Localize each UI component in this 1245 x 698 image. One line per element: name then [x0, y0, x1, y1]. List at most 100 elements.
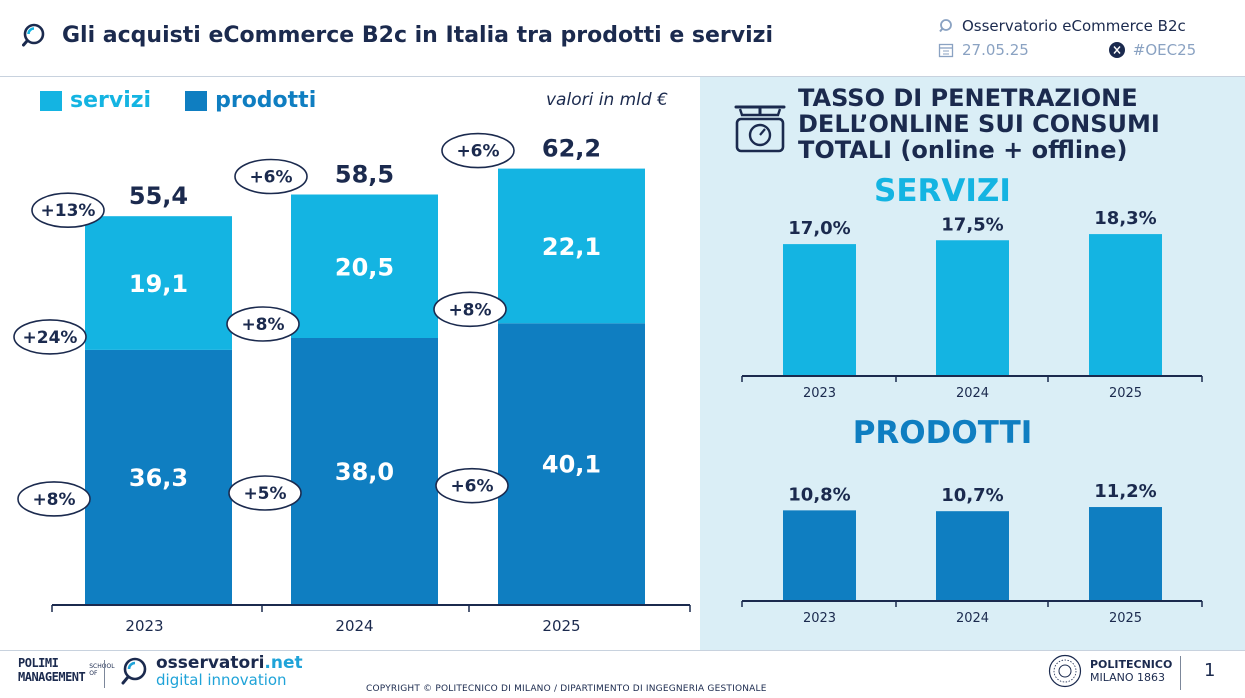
growth-servizi-2024-shape — [226, 306, 300, 342]
copyright: COPYRIGHT © POLITECNICO DI MILANO / DIPA… — [366, 684, 767, 694]
label-total-2024: 58,5 — [335, 161, 394, 189]
calendar-icon — [938, 43, 954, 58]
growth-total-2024-shape — [234, 158, 308, 195]
scale-icon — [734, 105, 786, 153]
growth-servizi-2023-label: +24% — [23, 328, 78, 348]
growth-total-2024-label: +6% — [249, 168, 292, 188]
bar-prodotti-2024 — [291, 338, 438, 604]
chart-legend: servizi prodotti — [40, 88, 316, 113]
label-total-2025: 62,2 — [542, 135, 601, 163]
label-prodotti-2023: 10,8% — [788, 484, 850, 505]
legend-label-servizi: servizi — [70, 88, 152, 113]
tick-prodotti-2025: 2025 — [1109, 611, 1142, 626]
oss-name: osservatori — [156, 653, 265, 673]
legend-swatch-servizi — [40, 90, 62, 111]
footer-separator-right — [1180, 656, 1181, 690]
label-prodotti-2025: 11,2% — [1094, 481, 1156, 502]
page-number: 1 — [1204, 660, 1216, 681]
growth-servizi-2023: +24% — [13, 319, 87, 355]
growth-prodotti-2024-label: +5% — [243, 484, 286, 504]
header-meta: Osservatorio eCommerce B2c 27.05.25 #OEC… — [938, 14, 1196, 62]
polimi-line2: MANAGEMENT — [18, 670, 86, 684]
legend-swatch-prodotti — [185, 90, 208, 111]
growth-total-2025: +6% — [441, 132, 515, 169]
growth-total-2025-label: +6% — [456, 142, 499, 162]
magnifier-icon — [939, 19, 952, 33]
x-logo-icon — [1108, 42, 1125, 58]
prodotti-section-title: PRODOTTI — [852, 415, 1033, 451]
servizi-section-title: SERVIZI — [874, 173, 1011, 209]
penetration-bar-charts: 17,0% 2023 17,5% 2024 18,3% 2025 10,8% 2023 10,7… — [741, 208, 1203, 626]
label-prodotti-2025: 40,1 — [542, 451, 601, 479]
uni-name: POLITECNICO — [1090, 658, 1173, 671]
growth-servizi-2025-label: +8% — [448, 300, 491, 320]
x-tick-label-2025: 2025 — [542, 617, 580, 635]
growth-prodotti-2025-label: +6% — [450, 477, 493, 497]
bar-servizi-2025 — [1089, 234, 1162, 375]
tick-servizi-2023: 2023 — [803, 386, 836, 401]
growth-prodotti-2024-shape — [228, 475, 302, 511]
polimi-small: SCHOOL OF — [89, 663, 115, 677]
x-tick-label-2024: 2024 — [335, 617, 373, 635]
growth-prodotti-2024: +5% — [228, 475, 302, 511]
legend-item-prodotti: prodotti — [185, 88, 316, 113]
growth-servizi-2023-shape — [13, 319, 87, 355]
growth-servizi-2025-shape — [433, 291, 507, 328]
unit-note: valori in mld € — [546, 90, 668, 110]
label-servizi-2024: 17,5% — [941, 214, 1003, 235]
magnifier-logo-icon — [22, 23, 45, 47]
osservatori-magnifier-icon — [121, 657, 147, 685]
bar-prodotti-2025 — [498, 323, 645, 604]
header-divider — [0, 76, 1245, 77]
label-servizi-2025: 18,3% — [1094, 208, 1156, 229]
page-title: Gli acquisti eCommerce B2c in Italia tra… — [62, 22, 773, 48]
stacked-bar-chart: 36,3 19,1 55,4 2023 +13% +24% +8% 38,0 20,5 58,5 2… — [13, 132, 691, 635]
politecnico-seal-icon — [1048, 654, 1082, 688]
bar-servizi-2025 — [498, 168, 645, 324]
bar-servizi-2024 — [291, 194, 438, 338]
label-servizi-2023: 19,1 — [129, 270, 188, 298]
legend-label-prodotti: prodotti — [215, 88, 317, 113]
legend-item-servizi: servizi — [40, 88, 151, 113]
tick-servizi-2025: 2025 — [1109, 386, 1142, 401]
polimi-line1: POLIMI — [18, 656, 59, 670]
footer-divider — [0, 650, 1245, 651]
header: Gli acquisti eCommerce B2c in Italia tra… — [22, 22, 773, 48]
growth-total-2023: +13% — [31, 192, 105, 228]
label-prodotti-2023: 36,3 — [129, 464, 188, 492]
bar-servizi-2024 — [936, 240, 1009, 375]
bar-servizi-2023 — [783, 244, 856, 375]
footer-separator — [104, 660, 105, 688]
bar-servizi-2023 — [85, 216, 232, 350]
uni-city: MILANO 1863 — [1090, 671, 1166, 684]
growth-servizi-2025: +8% — [433, 291, 507, 328]
tick-prodotti-2023: 2023 — [803, 611, 836, 626]
growth-prodotti-2023: +8% — [17, 481, 91, 517]
panel-title: TASSO DI PENETRAZIONE DELL’ONLINE SUI CO… — [798, 84, 1160, 164]
growth-prodotti-2025: +6% — [435, 467, 509, 504]
label-prodotti-2024: 10,7% — [941, 485, 1003, 506]
oss-subtitle: digital innovation — [156, 671, 287, 689]
tick-servizi-2024: 2024 — [956, 386, 989, 401]
growth-total-2023-shape — [31, 192, 105, 228]
growth-total-2025-shape — [441, 132, 515, 169]
x-tick-label-2023: 2023 — [125, 617, 163, 635]
osservatori-logo: osservatori.net digital innovation — [120, 654, 303, 688]
growth-prodotti-2023-label: +8% — [32, 490, 75, 510]
hashtag-label: #OEC25 — [1132, 41, 1197, 59]
label-servizi-2023: 17,0% — [788, 218, 850, 239]
label-prodotti-2024: 38,0 — [335, 458, 394, 486]
growth-total-2024: +6% — [234, 158, 308, 195]
politecnico-logo: POLITECNICO MILANO 1863 — [1048, 654, 1172, 688]
bar-prodotti-2023 — [783, 510, 856, 600]
oss-tld: .net — [264, 653, 303, 673]
growth-total-2023-label: +13% — [41, 201, 96, 221]
date-label: 27.05.25 — [962, 41, 1029, 59]
growth-servizi-2024-label: +8% — [241, 315, 284, 335]
bar-prodotti-2024 — [936, 511, 1009, 600]
growth-prodotti-2023-shape — [17, 481, 91, 517]
growth-servizi-2024: +8% — [226, 306, 300, 342]
bar-prodotti-2025 — [1089, 507, 1162, 600]
penetration-panel: TASSO DI PENETRAZIONE DELL’ONLINE SUI CO… — [700, 77, 1245, 650]
bar-prodotti-2023 — [85, 349, 232, 604]
